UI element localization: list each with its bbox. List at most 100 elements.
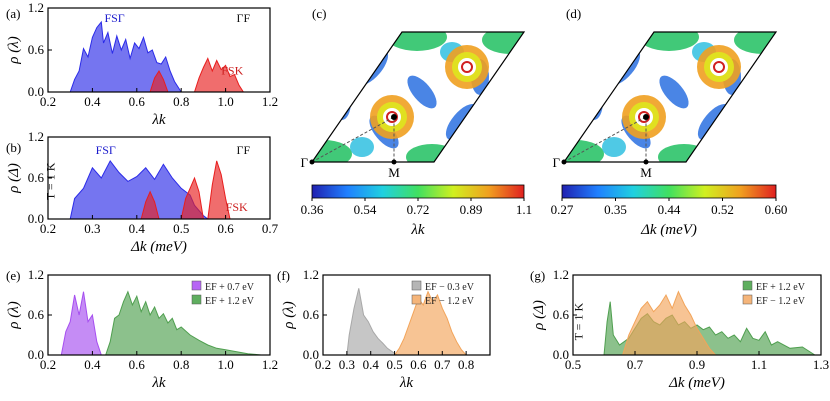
map-d: Γ M (d) 0.27 0.35 0.44 0.52 0.60 Δk (meV) [551, 6, 788, 238]
series-a-2 [193, 57, 245, 93]
xtick-label: 0.4 [129, 221, 146, 236]
xtick-label: 0.8 [173, 94, 189, 109]
annotation: FSΓ [96, 143, 116, 157]
ytick-label: 0.6 [28, 170, 45, 185]
legend-label: EF + 1.2 eV [756, 282, 806, 293]
y-axis-label: ρ (λ) [6, 36, 22, 64]
xtick-label: 0.5 [386, 357, 402, 372]
legend-swatch [191, 294, 202, 305]
colorbar-tick-label: 0.89 [460, 202, 483, 217]
legend-label: EF + 0.7 eV [205, 282, 255, 293]
xtick-label: 0.9 [689, 357, 705, 372]
fermi-pocket [350, 137, 374, 157]
fermi-pocket [564, 140, 604, 162]
legend-label: EF − 1.2 eV [756, 296, 806, 307]
annotation: FSΓ [104, 11, 124, 25]
ytick-label: 0.6 [28, 42, 45, 57]
panel-label: (b) [6, 140, 21, 155]
panel-label: (e) [6, 268, 20, 283]
legend-swatch [742, 280, 753, 291]
fermi-pocket [659, 75, 689, 109]
panel-b: 0.2 0.3 0.4 0.5 0.6 0.7 0.0 0.6 1.2 Δk (meV) ρ (Δ)… [6, 129, 279, 255]
symmetry-path [563, 116, 647, 163]
colorbar-tick-label: 1.1 [516, 202, 532, 217]
xtick-label: 0.7 [627, 357, 644, 372]
xtick-label: 0.6 [129, 357, 146, 372]
legend-label: EF + 1.2 eV [205, 296, 255, 307]
series-a-0 [69, 20, 183, 93]
k-pocket-inner [710, 58, 728, 76]
xtick-label: 0.7 [262, 221, 279, 236]
xtick-label: 1.3 [813, 357, 829, 372]
panel-label: (f) [277, 268, 290, 283]
gamma-label: Γ [300, 155, 308, 170]
fermi-pocket [734, 32, 776, 54]
xtick-label: 0.2 [315, 357, 331, 372]
fermi-pocket [406, 144, 458, 162]
series-g-1 [621, 290, 717, 356]
k-point [391, 114, 397, 120]
xtick-label: 0.3 [84, 221, 100, 236]
ytick-label: 0.0 [553, 347, 569, 362]
colorbar-tick-label: 0.27 [551, 202, 574, 217]
annotation: ΓF [237, 11, 251, 25]
colorbar-tick-label: 0.44 [658, 202, 681, 217]
k-point [643, 114, 649, 120]
ytick-label: 0.0 [28, 211, 44, 226]
fermi-pocket [658, 144, 710, 162]
colorbar-tick-label: 0.52 [711, 202, 734, 217]
map-c: Γ M (c) 0.36 0.54 0.72 0.89 1.1 λk [300, 6, 532, 238]
y-axis-label: ρ (λ) [6, 301, 22, 329]
m-label: M [640, 165, 652, 180]
panel-e: 0.2 0.4 0.6 0.8 1.0 1.2 0.0 0.6 1.2 λk ρ (λ) (e) EF … [6, 267, 278, 391]
colorbar-label: λk [410, 222, 424, 238]
ytick-label: 1.2 [553, 267, 569, 282]
colorbar-tick-label: 0.54 [354, 202, 377, 217]
gamma-label: Γ [552, 155, 560, 170]
x-axis-label: λk [151, 375, 165, 391]
x-axis-label: Δk (meV) [130, 239, 187, 255]
panel-label: (g) [530, 268, 545, 283]
colorbar [561, 184, 777, 199]
ytick-label: 0.6 [303, 307, 320, 322]
ytick-label: 1.2 [303, 267, 319, 282]
legend-swatch [742, 294, 753, 305]
gamma-point [309, 159, 315, 165]
m-label: M [388, 165, 400, 180]
x-axis-label: λk [151, 112, 165, 128]
ytick-label: 1.2 [28, 0, 44, 15]
k-pocket-core [461, 61, 473, 73]
panel-f: 0.2 0.3 0.4 0.5 0.6 0.7 0.8 0.0 0.6 1.2 λk ρ (λ) (f)… [277, 267, 491, 391]
legend-label: EF − 0.3 eV [425, 282, 475, 293]
panel-g: 0.5 0.7 0.9 1.1 1.3 0.0 0.6 1.2 Δk (meV) ρ (Δ) (g)… [530, 267, 829, 391]
annotation: FSK [221, 64, 243, 78]
k-pocket-core [713, 61, 725, 73]
colorbar-label: Δk (meV) [640, 222, 697, 238]
xtick-label: 0.8 [173, 357, 189, 372]
fermi-pocket [585, 84, 603, 120]
xtick-label: 1.1 [751, 357, 767, 372]
ytick-label: 0.0 [28, 347, 44, 362]
fermi-pocket [482, 32, 524, 54]
x-axis-label: Δk (meV) [668, 375, 725, 391]
xtick-label: 0.6 [129, 94, 146, 109]
m-point [643, 159, 649, 165]
y-axis-label: ρ (λ) [281, 301, 297, 329]
xtick-label: 0.4 [84, 357, 101, 372]
xtick-label: 0.2 [40, 94, 56, 109]
xtick-label: 0.6 [217, 221, 234, 236]
xtick-label: 0.2 [40, 221, 56, 236]
colorbar-tick-label: 0.72 [407, 202, 430, 217]
annotation: ΓF [237, 143, 251, 157]
annotation: T = 1 K [44, 162, 58, 200]
ytick-label: 0.0 [28, 84, 44, 99]
xtick-label: 0.5 [565, 357, 581, 372]
annotation: FSK [226, 200, 248, 214]
m-point [391, 159, 397, 165]
x-axis-label: λk [399, 375, 413, 391]
series-f-0 [346, 288, 399, 356]
fermi-pocket [387, 32, 447, 51]
xtick-label: 0.8 [458, 357, 474, 372]
panel-label: (d) [566, 6, 581, 21]
